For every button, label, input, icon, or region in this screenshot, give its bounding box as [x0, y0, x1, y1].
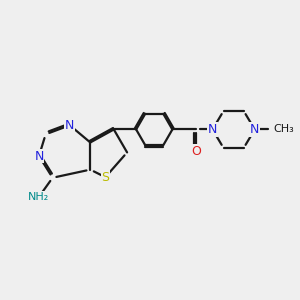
Text: O: O: [191, 145, 201, 158]
Text: N: N: [65, 119, 74, 132]
Text: CH₃: CH₃: [274, 124, 294, 134]
Text: N: N: [208, 123, 217, 136]
Text: N: N: [34, 149, 44, 163]
Text: S: S: [101, 171, 110, 184]
Text: N: N: [250, 123, 260, 136]
Text: NH₂: NH₂: [28, 192, 50, 202]
